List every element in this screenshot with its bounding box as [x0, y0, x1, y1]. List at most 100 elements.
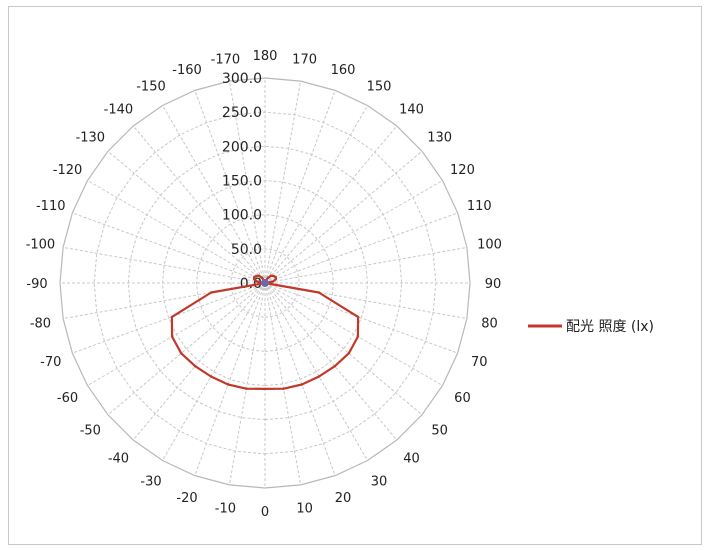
data-point [317, 291, 320, 294]
ring-1 [230, 248, 300, 318]
radial-tick-label: 50.0 [231, 242, 262, 258]
data-point [300, 383, 304, 386]
angle-tick-label: 30 [371, 474, 388, 489]
spoke [194, 90, 266, 284]
angle-tick-label: 50 [431, 424, 448, 439]
spoke [72, 212, 266, 284]
spoke [132, 282, 266, 441]
spoke [264, 282, 368, 461]
spoke [264, 246, 467, 284]
spoke [264, 150, 423, 284]
spoke [264, 282, 398, 441]
data-point [272, 274, 275, 278]
angle-tick-label: -80 [30, 317, 51, 332]
radial-tick-label: 300.0 [222, 71, 262, 87]
data-point [260, 276, 264, 279]
data-point [209, 375, 213, 378]
data-point [263, 387, 267, 391]
angle-tick-labels: 180 1701601501401301201101009080706050403… [26, 49, 502, 520]
angle-tick-label: -160 [172, 63, 202, 78]
spoke [107, 150, 266, 284]
angle-tick-label: -170 [211, 52, 241, 67]
angle-tick-label: 140 [399, 102, 424, 117]
angle-tick-label: -20 [176, 491, 197, 506]
angle-tick-label: 80 [481, 317, 498, 332]
angle-tick-label: -10 [215, 502, 236, 517]
data-point [210, 291, 213, 294]
data-point [255, 280, 259, 283]
spoke [107, 282, 266, 416]
series-layer [170, 274, 360, 391]
angle-tick-label: -50 [80, 424, 101, 439]
angle-tick-label: 130 [427, 130, 452, 145]
data-point [255, 274, 258, 278]
spoke [228, 282, 266, 485]
angle-tick-label: 60 [454, 391, 471, 406]
radial-tick-label: 100.0 [222, 208, 262, 224]
data-point [269, 274, 273, 277]
angle-tick-label: 170 [292, 52, 317, 67]
angle-tick-label: 150 [367, 80, 392, 95]
angle-tick-label: -40 [108, 452, 129, 467]
data-point [226, 383, 230, 386]
spoke [228, 81, 266, 284]
angle-tick-label: -140 [104, 102, 134, 117]
data-point [347, 352, 350, 355]
data-point [245, 387, 248, 390]
spoke [264, 282, 423, 416]
spoke [132, 125, 266, 284]
angle-tick-label: 180 [253, 49, 278, 64]
legend: 配光 照度 (lx) [528, 319, 654, 335]
angle-tick-label: 10 [296, 502, 313, 517]
spoke [63, 246, 266, 284]
angle-tick-label: -150 [136, 80, 166, 95]
angle-tick-label: -100 [26, 237, 56, 252]
spoke [264, 282, 336, 476]
angle-tick-label: -60 [57, 391, 78, 406]
data-point [170, 335, 174, 338]
chart-frame [8, 6, 702, 545]
data-point [356, 315, 360, 319]
angle-tick-label: -70 [40, 355, 61, 370]
angle-tick-label: 90 [485, 277, 502, 292]
data-point [271, 280, 275, 283]
series-line [170, 274, 360, 390]
angle-tick-label: 100 [477, 237, 502, 252]
data-point [356, 335, 360, 338]
spoke [72, 282, 266, 354]
spoke [264, 180, 443, 284]
angle-tick-label: 20 [335, 491, 352, 506]
spoke [264, 282, 467, 320]
spoke [264, 212, 458, 284]
spoke [162, 282, 266, 461]
spoke [264, 81, 302, 284]
spoke [264, 282, 302, 485]
spoke [264, 90, 336, 284]
angle-tick-label: -130 [76, 130, 106, 145]
data-point [180, 352, 183, 355]
angle-tick-label: -120 [53, 163, 83, 178]
angle-tick-label: -110 [36, 199, 66, 214]
data-point [252, 277, 256, 281]
data-point [257, 274, 261, 277]
ring-2 [196, 214, 334, 352]
angle-tick-label: 110 [467, 199, 492, 214]
angle-tick-label: 160 [331, 63, 356, 78]
spoke [264, 105, 368, 284]
spoke [264, 282, 458, 354]
spoke [162, 105, 266, 284]
angle-tick-label: -90 [26, 277, 47, 292]
data-point [170, 315, 174, 319]
radial-tick-label: 250.0 [222, 105, 262, 121]
angle-tick-label: 0 [261, 505, 269, 520]
angle-tick-label: 120 [450, 163, 475, 178]
angle-tick-label: 70 [471, 355, 488, 370]
data-point [253, 275, 256, 279]
legend-label: 配光 照度 (lx) [566, 319, 654, 335]
radial-tick-label: 150.0 [222, 174, 262, 190]
angle-tick-label: 40 [403, 452, 420, 467]
data-point [274, 277, 278, 281]
data-point [282, 387, 285, 390]
spoke [194, 282, 266, 476]
